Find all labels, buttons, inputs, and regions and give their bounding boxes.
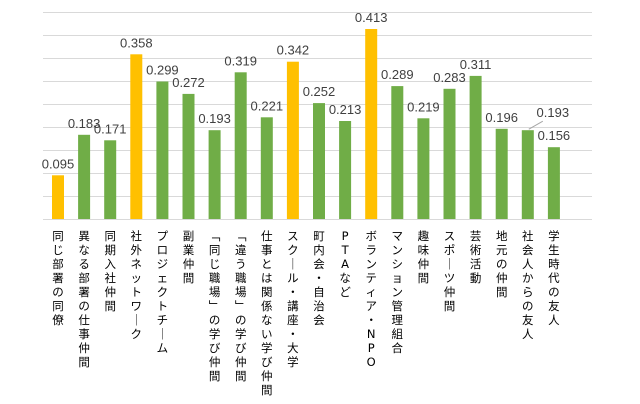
category-label-18: 地元の仲間 [496, 229, 508, 299]
bar-14 [391, 86, 404, 219]
data-label-11: 0.252 [303, 84, 336, 99]
category-label-1: 同じ部署の同僚 [52, 229, 64, 327]
bar-4 [130, 54, 143, 219]
bar-16 [443, 88, 456, 219]
category-label-10: スク｜ル・講座・大学 [287, 229, 299, 369]
bar-6 [182, 93, 195, 219]
bar-12 [339, 121, 352, 219]
data-label-4: 0.358 [120, 35, 153, 50]
category-label-2: 異なる部署の仕事仲間 [78, 229, 90, 369]
category-label-5: プロジェクトチ｜ム [157, 229, 169, 355]
category-label-15: 趣味仲間 [418, 229, 430, 285]
category-label-19: 社会人からの友人 [522, 229, 534, 341]
data-label-8: 0.319 [224, 53, 257, 68]
category-label-3: 同期入社仲間 [104, 229, 116, 313]
category-label-13: ボランティア・ N P O [365, 229, 377, 369]
category-labels: 同じ部署の同僚 異なる部署の仕事仲間 同期入社仲間 社外ネットワ｜ク プロジェクトチ｜ム… [52, 229, 560, 397]
data-label-6: 0.272 [172, 75, 205, 90]
data-label-13: 0.413 [355, 10, 388, 25]
data-label-1: 0.095 [42, 156, 75, 171]
data-label-15: 0.219 [407, 99, 440, 114]
bar-1 [52, 175, 64, 219]
data-label-2: 0.183 [68, 116, 101, 131]
bar-19 [521, 130, 534, 219]
category-label-9: 仕事とは関係ない学び仲間 [261, 229, 273, 397]
category-label-12: P T A など [339, 229, 351, 299]
data-label-14: 0.289 [381, 67, 414, 82]
bar-13 [365, 29, 378, 219]
data-label-5: 0.299 [146, 63, 179, 78]
bar-18 [495, 128, 508, 219]
data-label-17: 0.311 [460, 57, 492, 72]
category-label-11: 町内会・自治会 [313, 229, 325, 327]
category-label-14: マンション管理組合 [392, 229, 404, 355]
data-label-19: 0.193 [537, 105, 570, 120]
data-label-7: 0.193 [198, 111, 231, 126]
data-label-18: 0.196 [485, 110, 518, 125]
bars [52, 29, 560, 220]
bar-10 [286, 61, 299, 220]
category-label-16: スポ｜ツ仲間 [444, 229, 456, 313]
data-label-10: 0.342 [277, 43, 310, 58]
bar-9 [260, 117, 273, 219]
category-label-4: 社外ネットワ｜ク [131, 229, 143, 341]
category-label-6: 副業仲間 [183, 229, 195, 285]
bar-15 [417, 118, 430, 219]
category-label-20: 学生時代の友人 [548, 229, 560, 327]
bar-8 [234, 72, 247, 219]
data-label-9: 0.221 [251, 98, 284, 113]
leader-line [528, 120, 544, 130]
bar-7 [208, 130, 221, 219]
data-label-20: 0.156 [538, 128, 571, 143]
category-label-7: ﹁同じ職場﹂の学び仲間 [209, 229, 221, 383]
data-label-16: 0.283 [433, 70, 466, 85]
bar-20 [547, 147, 560, 219]
bar-2 [78, 134, 91, 219]
data-label-3: 0.171 [94, 121, 127, 136]
bar-5 [156, 81, 169, 219]
category-label-17: 芸術活動 [470, 229, 482, 285]
bar-17 [469, 75, 482, 220]
bar-11 [313, 103, 325, 219]
data-label-12: 0.213 [329, 102, 362, 117]
category-label-8: ﹁違う職場﹂の学び仲間 [235, 229, 247, 383]
bar-3 [104, 140, 117, 219]
